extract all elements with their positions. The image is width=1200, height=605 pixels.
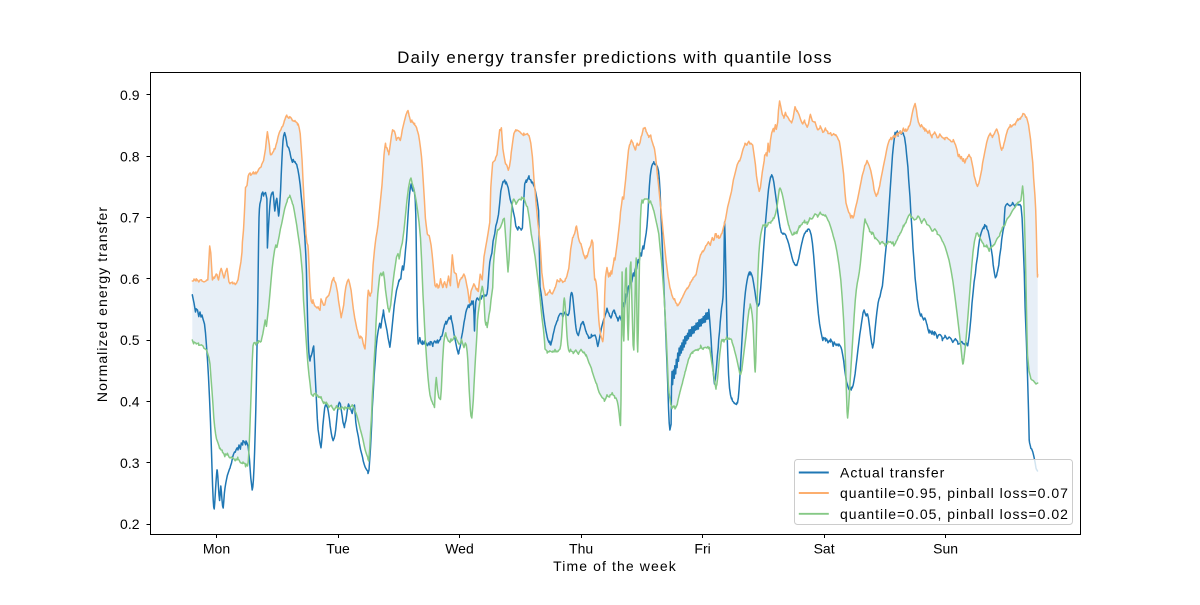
svg-text:0.2: 0.2 — [120, 516, 140, 532]
svg-text:Actual transfer: Actual transfer — [840, 465, 945, 481]
svg-text:0.9: 0.9 — [120, 87, 140, 103]
svg-text:Sun: Sun — [933, 541, 958, 557]
svg-text:Mon: Mon — [203, 541, 230, 557]
svg-text:Sat: Sat — [814, 541, 835, 557]
svg-text:quantile=0.05, pinball loss=0.: quantile=0.05, pinball loss=0.02 — [840, 506, 1069, 522]
svg-text:Normalized energy transfer: Normalized energy transfer — [94, 206, 110, 402]
svg-text:0.3: 0.3 — [120, 455, 140, 471]
svg-text:Wed: Wed — [445, 541, 474, 557]
svg-text:0.4: 0.4 — [120, 394, 140, 410]
svg-text:Fri: Fri — [694, 541, 710, 557]
svg-text:quantile=0.95, pinball loss=0.: quantile=0.95, pinball loss=0.07 — [840, 485, 1069, 501]
svg-text:0.7: 0.7 — [120, 210, 140, 226]
svg-text:Daily energy transfer predicti: Daily energy transfer predictions with q… — [397, 48, 833, 67]
svg-text:Tue: Tue — [326, 541, 350, 557]
svg-text:Time of the week: Time of the week — [553, 558, 677, 574]
svg-text:Thu: Thu — [569, 541, 593, 557]
svg-text:0.6: 0.6 — [120, 271, 140, 287]
svg-text:0.5: 0.5 — [120, 332, 140, 348]
svg-text:0.8: 0.8 — [120, 148, 140, 164]
